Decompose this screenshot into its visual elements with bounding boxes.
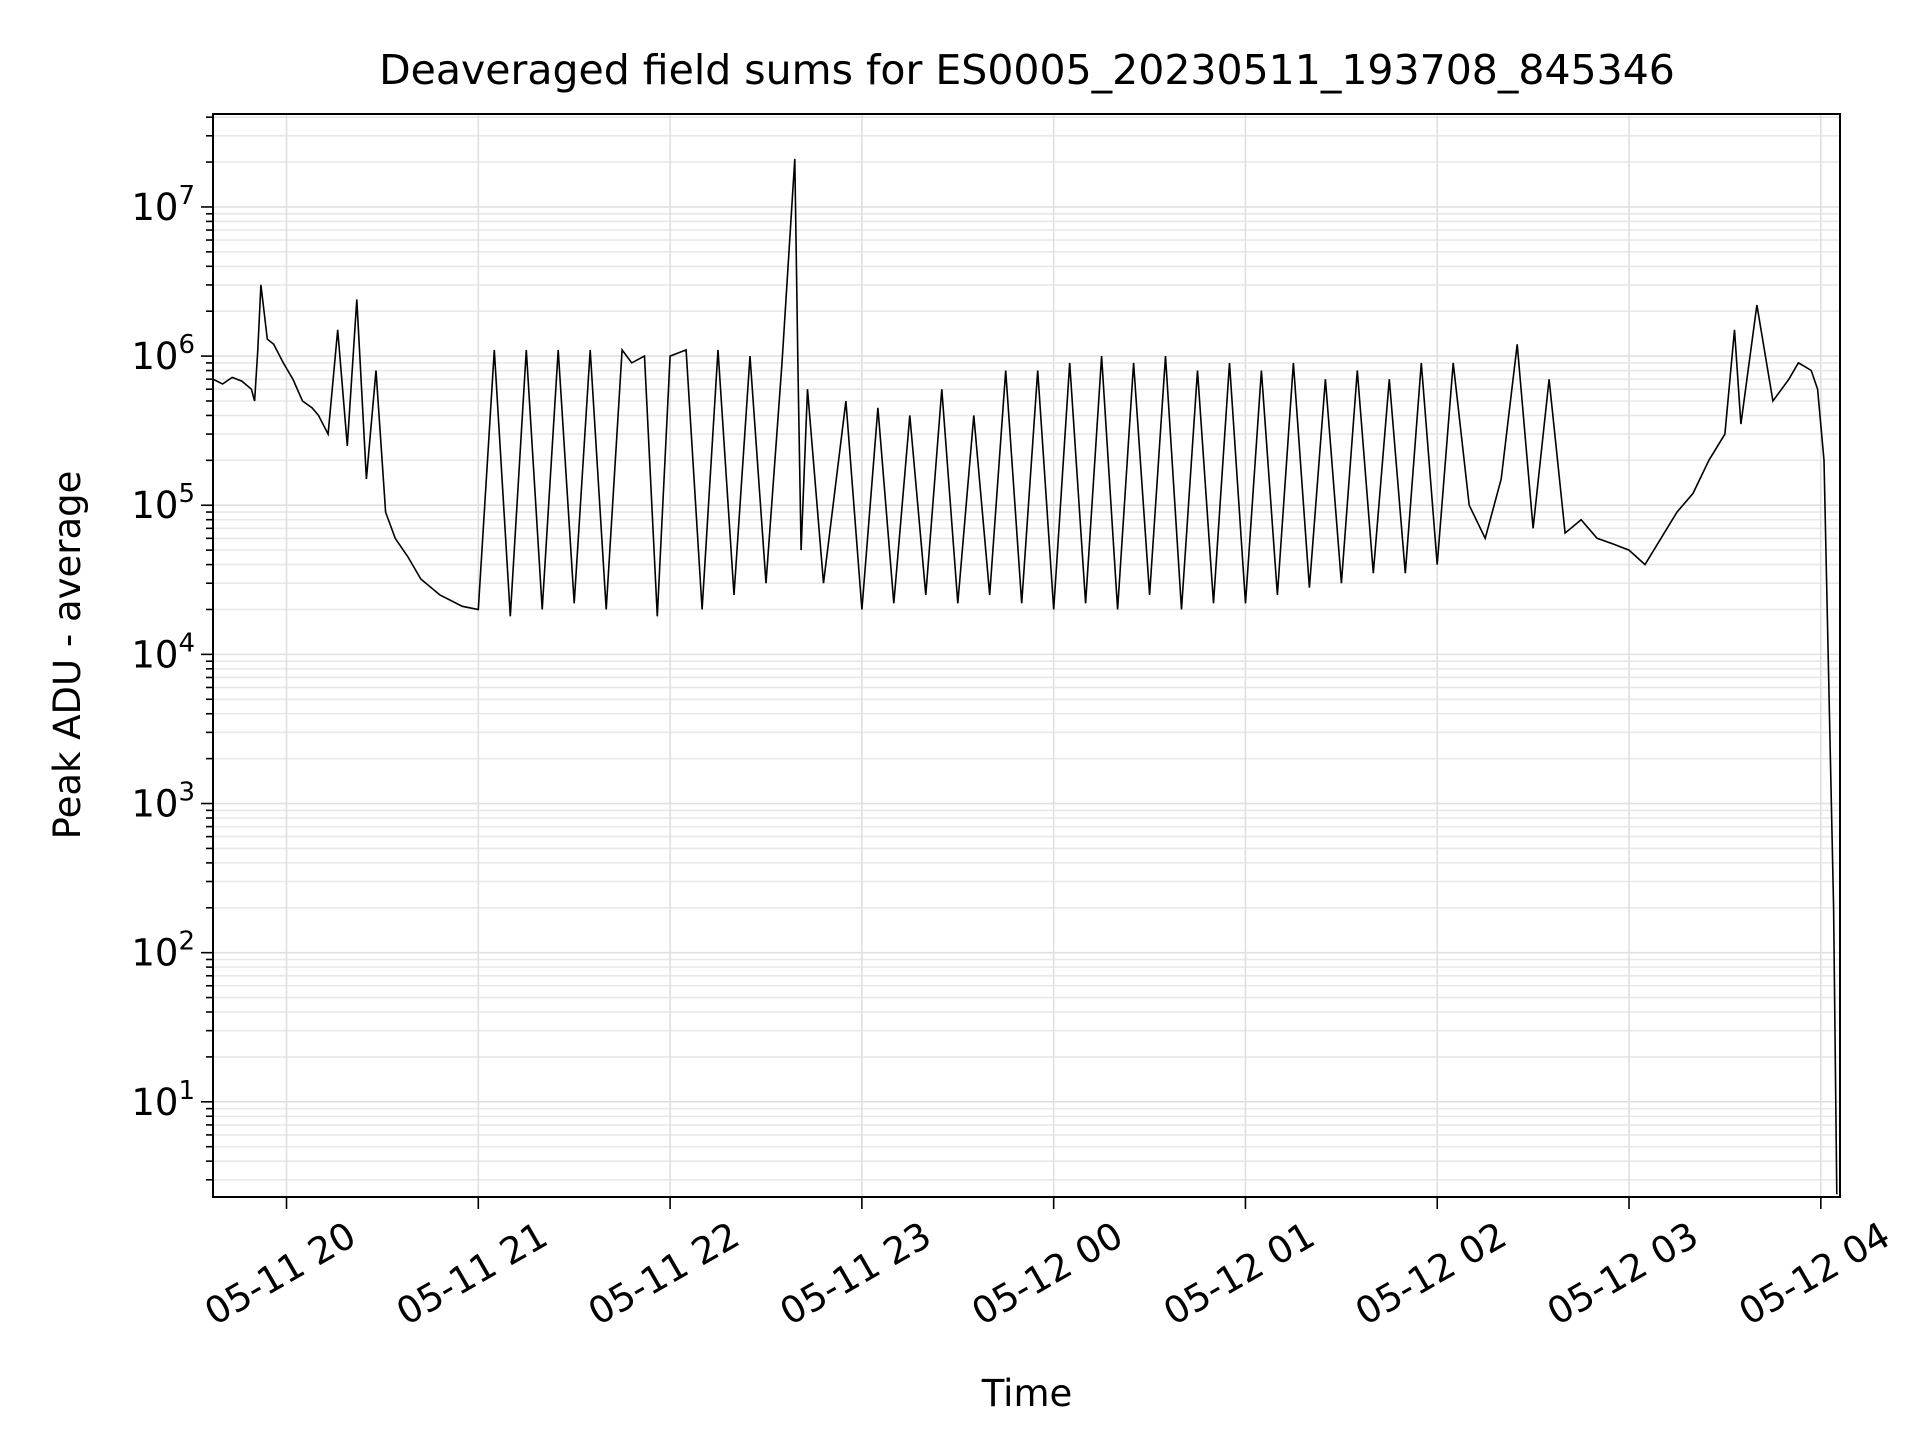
x-axis-label: Time [981,1372,1073,1415]
y-axis: 101 102 103 104 105 106 107 [131,116,213,1181]
y-tick-label: 103 [131,778,195,826]
y-axis-label: Peak ADU - average [46,471,89,840]
series-line [212,158,1838,1195]
y-tick-label: 102 [131,927,195,975]
chart-title: Deaveraged field sums for ES0005_2023051… [379,46,1675,94]
grid [213,114,1840,1197]
y-tick-label: 106 [131,330,195,378]
series-layer [212,158,1838,1195]
y-tick-label: 105 [131,479,195,527]
y-tick-label: 104 [131,628,195,676]
y-tick-label: 101 [131,1076,195,1124]
y-tick-label: 107 [131,181,195,229]
plot-frame [212,113,1841,1198]
